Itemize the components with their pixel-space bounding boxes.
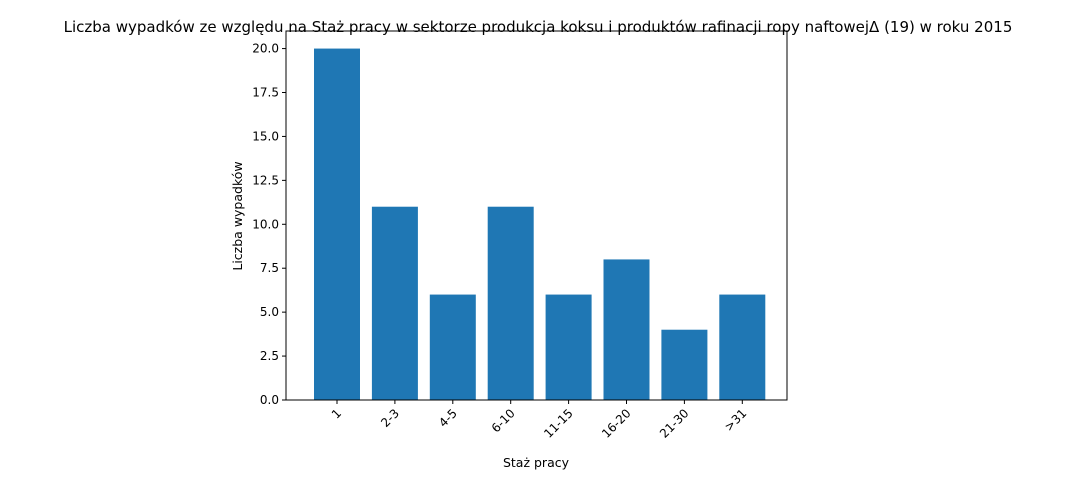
bar-21-30 [661, 329, 708, 400]
x-tick-label: 16-20 [599, 406, 634, 441]
plot-frame [285, 30, 788, 401]
x-tick-label: 21-30 [657, 406, 692, 441]
x-tick-label: 11-15 [541, 406, 576, 441]
y-tick-label: 20.0 [252, 42, 279, 56]
bar-2-3 [371, 206, 418, 400]
y-axis-label: Liczba wypadków [230, 161, 245, 270]
bar-6-10 [487, 206, 534, 400]
bars-group [314, 48, 766, 400]
y-tick-label: 10.0 [252, 217, 279, 231]
y-tick-label: 12.5 [252, 173, 279, 187]
y-tick-label: 7.5 [260, 261, 279, 275]
chart-title: Liczba wypadków ze względu na Staż pracy… [64, 18, 1013, 36]
y-tick-label: 0.0 [260, 393, 279, 407]
y-tick-label: 5.0 [260, 305, 279, 319]
bar-4-5 [429, 294, 476, 400]
x-tick-label: 6-10 [489, 406, 518, 435]
y-tick-label: 15.0 [252, 129, 279, 143]
bar-16-20 [603, 259, 650, 400]
y-tick-label: 17.5 [252, 86, 279, 100]
x-tick-label: 4-5 [436, 406, 460, 430]
x-tick-label: 1 [329, 406, 344, 421]
y-axis-ticks: 0.0 2.5 5.0 7.5 10.0 12.5 15.0 17.5 20.0 [252, 42, 286, 407]
x-tick-label: >31 [722, 406, 750, 434]
bar-11-15 [545, 294, 592, 400]
x-tick-label: 2-3 [378, 406, 402, 430]
y-tick-label: 2.5 [260, 349, 279, 363]
bar->31 [719, 294, 766, 400]
bar-1 [314, 48, 360, 400]
x-axis-label: Staż pracy [503, 455, 570, 470]
x-axis-ticks: 1 2-3 4-5 6-10 11-15 16-20 21-30 >31 [329, 400, 750, 441]
